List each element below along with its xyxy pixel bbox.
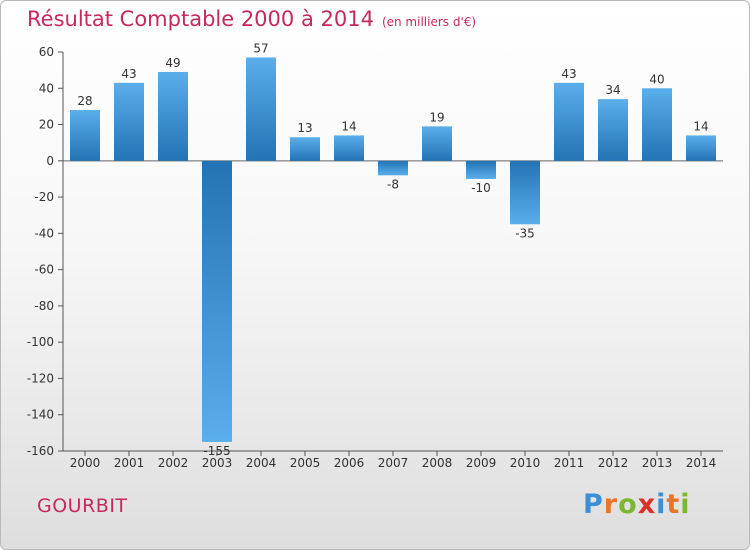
bar-2000: [70, 110, 100, 161]
x-tick-label-2012: 2012: [598, 456, 629, 470]
bar-2009: [466, 160, 496, 179]
data-label-2003: -155: [203, 444, 230, 458]
logo-letter: x: [637, 489, 657, 520]
bar-2002: [158, 71, 188, 161]
x-tick-label-2001: 2001: [114, 456, 145, 470]
proxiti-logo: Proxiti: [583, 489, 691, 520]
bar-2003: [202, 160, 232, 442]
y-tick-label: -160: [27, 444, 54, 458]
x-tick-label-2005: 2005: [290, 456, 321, 470]
y-tick-label: 60: [39, 45, 54, 59]
y-tick-label: 0: [46, 154, 54, 168]
y-tick-label: -100: [27, 335, 54, 349]
title-text: Résultat Comptable 2000 à 2014: [27, 7, 374, 31]
data-label-2005: 13: [297, 121, 312, 135]
y-tick-label: -20: [34, 190, 54, 204]
x-tick-label-2007: 2007: [378, 456, 409, 470]
logo-letter: i: [656, 489, 667, 520]
chart-title: Résultat Comptable 2000 à 2014 (en millie…: [27, 7, 476, 31]
data-label-2009: -10: [471, 181, 491, 195]
logo-letter: P: [583, 489, 604, 520]
x-tick-label-2006: 2006: [334, 456, 365, 470]
y-tick-label: -40: [34, 226, 54, 240]
x-tick-label-2009: 2009: [466, 456, 497, 470]
y-tick-label: -140: [27, 408, 54, 422]
x-tick-label-2003: 2003: [202, 456, 233, 470]
commune-name: GOURBIT: [37, 495, 128, 517]
bar-2005: [290, 137, 320, 161]
data-label-2002: 49: [165, 56, 180, 70]
bar-2006: [334, 135, 364, 161]
x-tick-label-2013: 2013: [642, 456, 673, 470]
axes: 60 40 20 0 -20 -40 -60 -80 -100 -120 -140 -160 2000 2…: [27, 45, 723, 470]
unit-label: (en milliers d'€): [381, 15, 477, 29]
data-label-2000: 28: [77, 94, 92, 108]
logo-letter: t: [666, 489, 681, 520]
x-tick-label-2004: 2004: [246, 456, 277, 470]
data-label-2012: 34: [605, 83, 620, 97]
data-label-2013: 40: [649, 72, 664, 86]
data-label-2008: 19: [429, 110, 444, 124]
logo-letter: i: [680, 489, 691, 520]
y-tick-label: 40: [39, 81, 54, 95]
bar-2010: [510, 160, 540, 225]
data-label-2001: 43: [121, 67, 136, 81]
y-tick-label: -60: [34, 263, 54, 277]
x-tick-label-2011: 2011: [554, 456, 585, 470]
bar-2014: [686, 135, 716, 161]
bar-2004: [246, 57, 276, 161]
logo-letter: r: [603, 489, 619, 520]
y-tick-label: -120: [27, 371, 54, 385]
bar-2007: [378, 160, 408, 176]
data-label-2014: 14: [693, 119, 708, 133]
logo-letter: o: [618, 489, 638, 520]
x-tick-label-2010: 2010: [510, 456, 541, 470]
data-label-2007: -8: [387, 177, 399, 191]
bar-2013: [642, 88, 672, 161]
bar-2008: [422, 126, 452, 161]
bar-2011: [554, 82, 584, 161]
x-tick-label-2008: 2008: [422, 456, 453, 470]
y-tick-label: 20: [39, 118, 54, 132]
data-label-2006: 14: [341, 119, 356, 133]
y-tick-label: -80: [34, 299, 54, 313]
x-tick-label-2000: 2000: [70, 456, 101, 470]
x-tick-label-2014: 2014: [686, 456, 717, 470]
bar-2012: [598, 99, 628, 161]
data-label-2004: 57: [253, 41, 268, 55]
bar-2001: [114, 82, 144, 161]
data-label-2011: 43: [561, 67, 576, 81]
data-label-2010: -35: [515, 226, 535, 240]
x-tick-label-2002: 2002: [158, 456, 189, 470]
bars: 28 43 49 -155 57 13 14 -8 19 -10 -35 43 34 40 14: [70, 41, 716, 458]
